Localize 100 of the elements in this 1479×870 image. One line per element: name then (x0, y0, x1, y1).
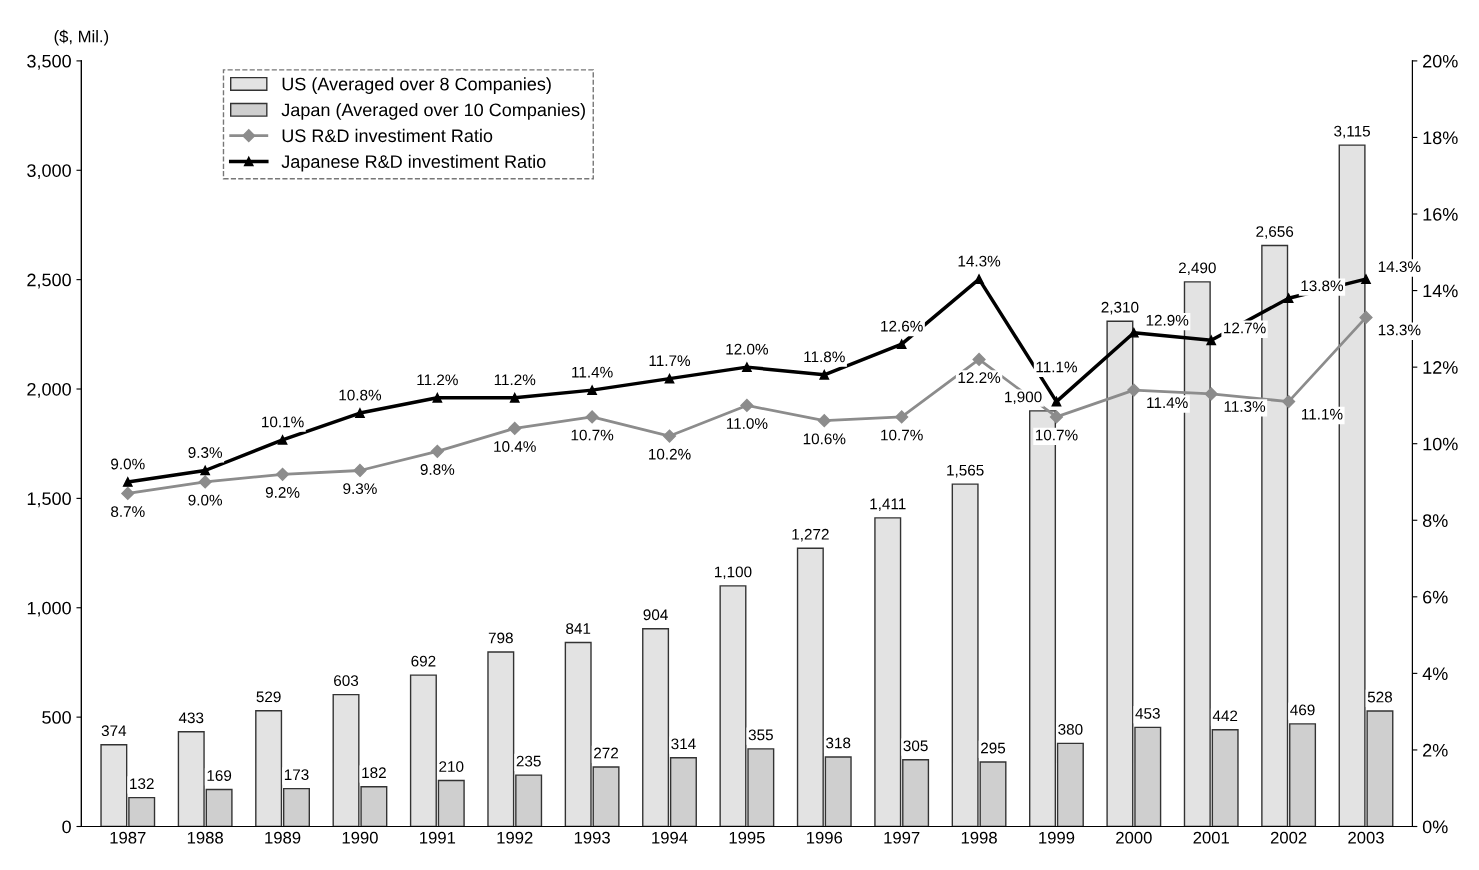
data-label: 10.8% (339, 389, 382, 401)
data-label: 318 (826, 737, 851, 749)
y2-tick-label: 6% (1423, 590, 1448, 604)
data-label: 603 (334, 675, 359, 687)
x-tick-label: 2003 (1348, 831, 1384, 844)
y2-tick-label: 12% (1423, 361, 1458, 374)
point (355, 408, 365, 418)
point (817, 414, 831, 428)
point (662, 429, 677, 443)
y2-tick-label: 18% (1423, 131, 1458, 145)
x-tick-label: 1995 (729, 831, 765, 844)
data-label: 1,411 (870, 498, 906, 512)
data-label: 1,100 (715, 566, 752, 580)
point (277, 435, 288, 445)
data-label: 173 (284, 769, 309, 781)
data-label: 11.2% (494, 374, 536, 386)
data-label: 9.8% (420, 464, 455, 475)
point (1127, 383, 1141, 397)
data-label: 11.7% (649, 355, 691, 366)
data-label: 13.3% (1378, 324, 1421, 336)
y2-tick-label: 14% (1423, 284, 1458, 298)
legend-label: Japan (Averaged over 10 Companies) (281, 103, 585, 120)
data-label: 14.3% (1378, 261, 1421, 273)
point (121, 486, 135, 501)
point (1282, 395, 1296, 409)
data-label: 11.2% (417, 374, 458, 386)
point (1361, 274, 1371, 284)
data-label: 798 (488, 632, 513, 644)
data-label: 433 (178, 712, 204, 724)
data-label: 14.3% (958, 255, 1001, 267)
y-tick-label: 1,500 (27, 492, 71, 508)
point (1049, 410, 1064, 424)
y2-tick-label: 8% (1422, 514, 1448, 527)
data-label: 8.7% (111, 506, 145, 518)
y-tick-label: 3,500 (27, 54, 71, 70)
point (972, 352, 986, 367)
point (198, 475, 212, 489)
x-tick-label: 1999 (1039, 831, 1075, 844)
y-tick-label: 2,000 (27, 382, 71, 398)
data-label: 529 (256, 691, 281, 703)
data-label: 904 (643, 609, 668, 621)
x-tick-label: 1997 (884, 831, 920, 844)
data-label: 9.0% (111, 458, 145, 470)
data-label: 3,115 (1334, 125, 1370, 139)
data-label: 2,310 (1101, 301, 1139, 315)
point (200, 465, 211, 476)
y2-tick-label: 2% (1423, 743, 1448, 757)
point (587, 385, 597, 395)
data-label: 2,490 (1178, 262, 1216, 276)
y2-tick-label: 0% (1422, 820, 1448, 834)
y2-tick-label: 20% (1423, 54, 1458, 68)
y-tick-label: 1,000 (27, 601, 71, 617)
data-label: 2,656 (1256, 226, 1294, 239)
x-tick-label: 1987 (110, 831, 146, 844)
data-label: 9.0% (188, 494, 223, 506)
x-tick-label: 1991 (420, 831, 456, 844)
legend-label: Japanese R&D investiment Ratio (281, 154, 546, 172)
data-label: 11.0% (726, 418, 768, 429)
x-tick-label: 1989 (265, 831, 301, 844)
data-label: 442 (1212, 710, 1238, 722)
data-label: 235 (516, 755, 541, 767)
point (896, 339, 907, 350)
data-label: 380 (1058, 723, 1083, 735)
x-tick-label: 1996 (807, 831, 843, 844)
data-label: 11.1% (1036, 361, 1078, 373)
data-label: 355 (748, 729, 773, 741)
y2-tick-label: 16% (1423, 207, 1458, 221)
data-label: 374 (101, 725, 127, 737)
point (353, 463, 367, 478)
point (664, 373, 675, 384)
point (1051, 396, 1062, 407)
data-label: 295 (981, 742, 1006, 754)
data-label: 10.1% (262, 416, 304, 428)
point (895, 410, 909, 424)
data-label: 841 (566, 623, 591, 634)
y-tick-label: 0 (62, 820, 71, 834)
data-label: 210 (439, 761, 464, 772)
point (974, 274, 984, 284)
data-label: 469 (1290, 704, 1315, 716)
data-label: 12.2% (958, 372, 1001, 383)
data-label: 9.3% (188, 447, 223, 458)
point (1206, 335, 1217, 346)
data-label: 1,272 (792, 528, 829, 542)
legend-label: US (Averaged over 8 Companies) (282, 77, 551, 94)
data-label: 11.3% (1224, 401, 1266, 412)
point (275, 467, 290, 481)
data-label: 182 (362, 767, 386, 779)
point (1204, 387, 1218, 401)
data-label: 9.2% (265, 487, 300, 498)
legend-label: US R&D investiment Ratio (282, 128, 493, 143)
point (585, 410, 599, 424)
point (742, 362, 752, 373)
point (432, 392, 443, 403)
data-label: 12.9% (1146, 314, 1189, 326)
x-tick-label: 1990 (342, 831, 378, 844)
x-tick-label: 2002 (1270, 831, 1307, 844)
point (509, 392, 520, 403)
data-label: 1,900 (1005, 391, 1042, 405)
x-tick-label: 1992 (497, 831, 533, 844)
x-tick-label: 2001 (1193, 831, 1229, 844)
